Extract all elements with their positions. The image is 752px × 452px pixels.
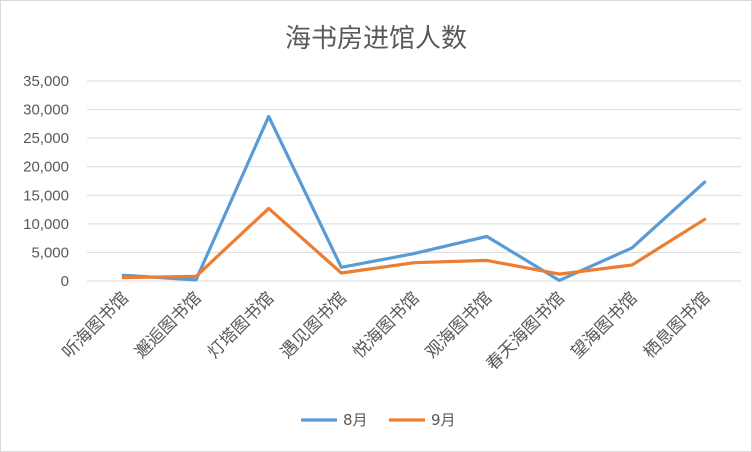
legend-label: 9月 <box>431 411 456 429</box>
x-category-label: 灯塔图书馆 <box>204 288 278 362</box>
x-category-label: 悦海图书馆 <box>349 288 423 362</box>
y-tick-label: 25,000 <box>23 130 69 147</box>
legend-label: 8月 <box>343 411 368 429</box>
y-tick-label: 30,000 <box>23 102 69 119</box>
y-tick-label: 20,000 <box>23 159 69 176</box>
series-lines <box>121 114 707 282</box>
chart-title: 海书房进馆人数 <box>285 24 467 54</box>
series-line-2 <box>121 206 707 280</box>
series-line-1 <box>121 114 707 282</box>
legend: 8月 9月 <box>301 411 456 429</box>
x-category-label: 遇见图书馆 <box>277 288 351 362</box>
x-axis-categories: 听海图书馆邂逅图书馆灯塔图书馆遇见图书馆悦海图书馆观海图书馆春天海图书馆望海图书… <box>59 288 715 374</box>
y-tick-label: 15,000 <box>23 187 69 204</box>
y-tick-label: 5,000 <box>31 244 69 261</box>
y-tick-label: 35,000 <box>23 73 69 90</box>
y-tick-label: 0 <box>61 273 69 290</box>
x-category-label: 听海图书馆 <box>59 288 133 362</box>
y-tick-label: 10,000 <box>23 216 69 233</box>
x-category-label: 春天海图书馆 <box>483 288 569 374</box>
x-category-label: 栖息图书馆 <box>640 288 714 362</box>
x-category-label: 望海图书馆 <box>567 288 641 362</box>
x-category-label: 观海图书馆 <box>422 288 496 362</box>
y-axis-ticks: 0 5,000 10,000 15,000 20,000 25,000 30,000 35,0… <box>23 73 69 290</box>
x-category-label: 邂逅图书馆 <box>131 288 205 362</box>
gridlines <box>87 80 741 282</box>
